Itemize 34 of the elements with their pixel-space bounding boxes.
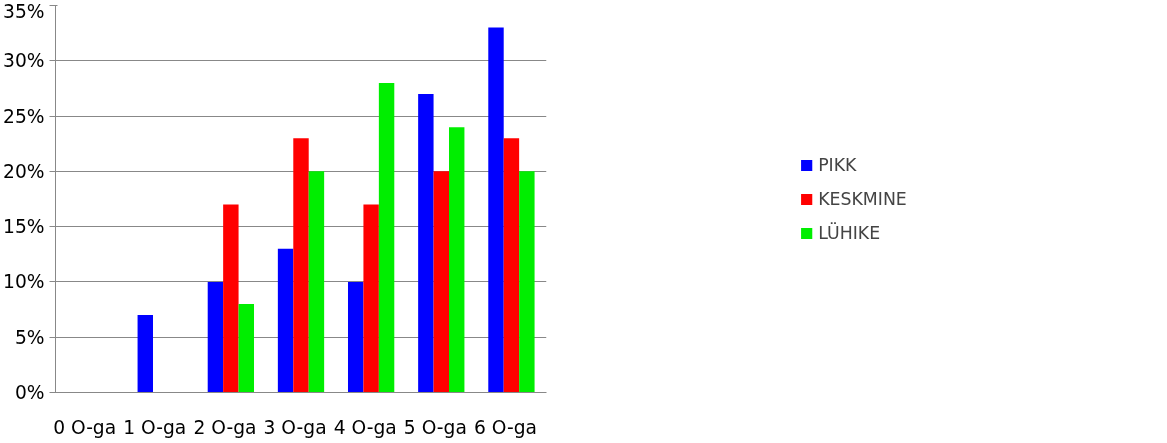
x-tick-label: 2 O-ga: [193, 416, 257, 438]
bar: [519, 171, 535, 393]
y-tick-label: 20%: [3, 160, 45, 182]
bar: [238, 304, 254, 393]
bar: [503, 138, 520, 393]
bar: [137, 315, 153, 393]
x-tick-label: 6 O-ga: [473, 416, 538, 438]
bar: [418, 93, 434, 393]
y-tick-label: 25%: [3, 105, 45, 127]
legend-label: PIKK: [818, 154, 857, 175]
x-tick-label: 5 O-ga: [403, 416, 467, 438]
x-tick-label: 4 O-ga: [333, 416, 397, 438]
y-tick-label: 5%: [14, 326, 45, 348]
y-tick-label: 30%: [3, 50, 45, 72]
x-tick-label: 3 O-ga: [263, 416, 327, 438]
bar: [378, 82, 395, 393]
legend-label: LÜHIKE: [818, 222, 881, 243]
bar: [308, 171, 325, 393]
y-tick-label: 0%: [14, 382, 45, 403]
bar: [293, 138, 309, 393]
bar: [223, 204, 239, 393]
bar: [433, 171, 449, 393]
y-tick-label: 35%: [3, 0, 45, 22]
y-tick-label: 10%: [3, 271, 45, 293]
legend-label: KESKMINE: [818, 188, 907, 209]
bar: [449, 127, 465, 393]
bar: [348, 281, 364, 393]
bar: [207, 281, 224, 393]
bar: [488, 27, 504, 393]
x-tick-label: 0 O-ga: [53, 416, 117, 438]
x-tick-label: 1 O-ga: [123, 416, 187, 438]
bar: [363, 204, 379, 393]
bar: [277, 248, 294, 393]
y-tick-label: 15%: [3, 216, 45, 238]
